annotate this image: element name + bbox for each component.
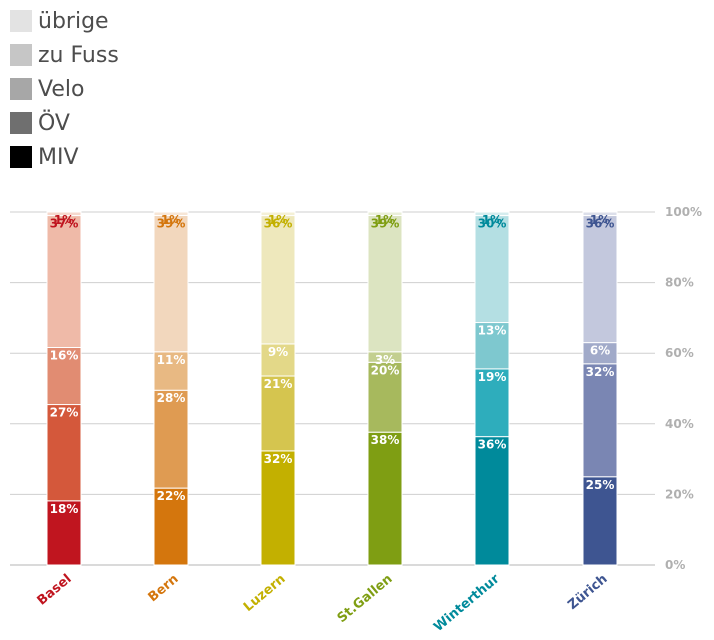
data-label-basel-1: 27% (50, 406, 79, 420)
data-label-winterthur-1: 19% (478, 370, 507, 384)
legend-item-uebrige: übrige (10, 4, 119, 38)
bar-st-gallen-miv (367, 431, 403, 566)
bar-basel-miv (46, 500, 82, 566)
data-label-winterthur-0: 36% (478, 438, 507, 452)
data-label-z-rich-0: 25% (586, 478, 615, 492)
data-label-bern-3: 39% (157, 216, 186, 230)
legend-item-oev: ÖV (10, 106, 119, 140)
data-label-winterthur-3: 30% (478, 217, 507, 231)
bar-luzern--brige (260, 211, 296, 217)
legend-label-miv: MIV (38, 144, 79, 170)
data-label-winterthur-4: 1% (482, 213, 502, 227)
bar-z-rich-miv (582, 476, 618, 566)
data-label-bern-1: 28% (157, 391, 186, 405)
data-label-z-rich-3: 36% (586, 217, 615, 231)
bar-z-rich-zu-fuss (582, 215, 618, 344)
bar-st-gallen--brige (367, 211, 403, 216)
data-label-z-rich-1: 32% (586, 365, 615, 379)
legend-swatch-miv (10, 146, 32, 168)
data-label-z-rich-4: 1% (590, 213, 610, 227)
category-label-basel: Basel (35, 572, 75, 609)
legend-swatch-zu-fuss (10, 44, 32, 66)
y-tick-label-20%: 20% (665, 487, 694, 501)
bar-basel--brige (46, 211, 82, 217)
bar-z-rich--brige (582, 211, 618, 217)
category-label-st-gallen: St.Gallen (335, 572, 396, 627)
y-tick-label-60%: 60% (665, 346, 694, 360)
data-label-luzern-0: 32% (264, 452, 293, 466)
bar-basel-velo (46, 346, 82, 406)
data-label-basel-2: 16% (50, 348, 79, 362)
category-label-bern: Bern (146, 572, 182, 606)
legend-label-zu-fuss: zu Fuss (38, 42, 119, 68)
category-label-z-rich: Zürich (565, 572, 610, 613)
bar-bern-zu-fuss (153, 214, 189, 353)
data-label-st-gallen-4: 1% (375, 213, 395, 227)
data-label-winterthur-2: 13% (478, 324, 507, 338)
data-label-bern-2: 11% (157, 353, 186, 367)
y-tick-label-40%: 40% (665, 417, 694, 431)
bar-basel-zu-fuss (46, 215, 82, 348)
bar-winterthur--brige (474, 211, 510, 217)
bar-luzern-miv (260, 450, 296, 566)
y-tick-label-80%: 80% (665, 276, 694, 290)
data-label-st-gallen-0: 38% (371, 433, 400, 447)
legend-item-zu-fuss: zu Fuss (10, 38, 119, 72)
y-tick-label-100%: 100% (665, 205, 702, 219)
bar-z-rich--v (582, 363, 618, 478)
data-label-bern-0: 22% (157, 489, 186, 503)
y-tick-label-0%: 0% (665, 558, 685, 572)
legend: übrige zu Fuss Velo ÖV MIV (10, 4, 119, 174)
legend-swatch-velo (10, 78, 32, 100)
bar-winterthur-miv (474, 436, 510, 566)
bar-basel--v (46, 404, 82, 502)
bar-st-gallen-zu-fuss (367, 214, 403, 353)
bar-luzern--v (260, 375, 296, 452)
legend-swatch-oev (10, 112, 32, 134)
legend-item-velo: Velo (10, 72, 119, 106)
bar-winterthur-zu-fuss (474, 215, 510, 324)
data-label-z-rich-2: 6% (590, 344, 610, 358)
category-label-winterthur: Winterthur (431, 571, 503, 635)
data-label-luzern-4: 1% (268, 213, 288, 227)
data-label-st-gallen-3: 39% (371, 216, 400, 230)
bar-luzern-zu-fuss (260, 215, 296, 345)
legend-item-miv: MIV (10, 140, 119, 174)
data-label-luzern-2: 9% (268, 345, 288, 359)
bar-bern-velo (153, 351, 189, 391)
legend-label-velo: Velo (38, 76, 85, 102)
legend-label-oev: ÖV (38, 110, 70, 136)
data-label-basel-3: 37% (50, 217, 79, 231)
legend-swatch-uebrige (10, 10, 32, 32)
bar-bern--v (153, 389, 189, 489)
legend-label-uebrige: übrige (38, 8, 109, 34)
data-label-basel-4: 1% (54, 213, 74, 227)
bar-st-gallen--v (367, 361, 403, 433)
data-label-st-gallen-1: 20% (371, 363, 400, 377)
data-label-luzern-1: 21% (264, 377, 293, 391)
data-label-luzern-3: 36% (264, 217, 293, 231)
data-label-st-gallen-2: 3% (375, 353, 395, 367)
bar-bern--brige (153, 211, 189, 216)
data-label-basel-0: 18% (50, 502, 79, 516)
bar-winterthur-velo (474, 322, 510, 370)
data-label-bern-4: 1% (161, 213, 181, 227)
category-label-luzern: Luzern (241, 572, 289, 615)
